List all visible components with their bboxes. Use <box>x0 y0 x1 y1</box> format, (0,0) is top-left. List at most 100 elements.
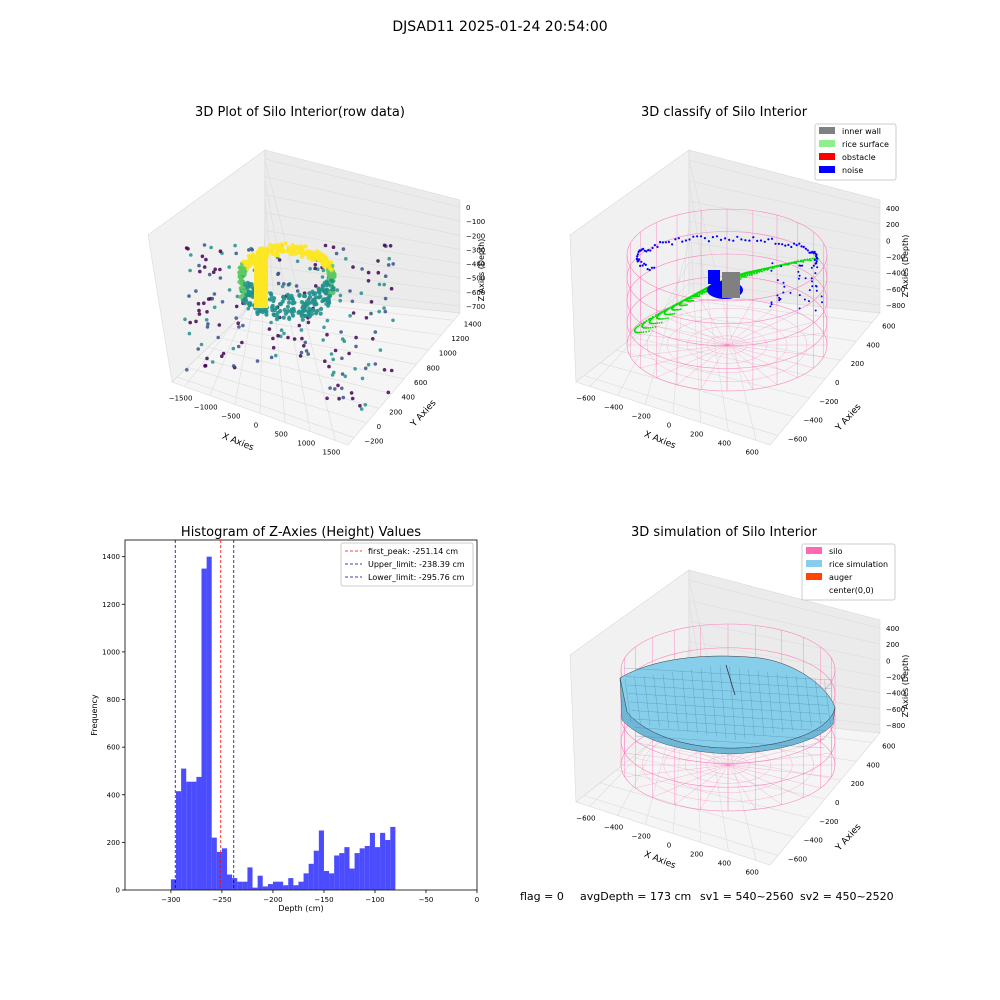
scatter-point <box>377 309 382 314</box>
noise-point <box>641 264 644 267</box>
silo-floor-spoke <box>727 764 756 810</box>
scatter-point <box>275 310 280 316</box>
rice-surface-point <box>692 299 695 302</box>
silo-floor-spoke <box>726 344 824 358</box>
grid-line <box>616 769 810 819</box>
scatter-point <box>275 250 280 255</box>
noise-point <box>656 245 659 248</box>
x-tick-label: −500 <box>221 413 240 421</box>
silo-floor-spoke <box>727 764 832 778</box>
z-tick-label: 200 <box>886 641 899 649</box>
scatter-point <box>255 359 260 363</box>
grid-line <box>264 176 461 222</box>
scatter-point <box>236 344 241 349</box>
scatter-point <box>326 298 331 303</box>
scatter-point <box>299 300 305 305</box>
scatter-point <box>280 284 285 289</box>
histogram-bar <box>211 837 217 890</box>
noise-point <box>801 264 804 267</box>
histogram-reference-lines <box>174 540 235 890</box>
x-tick-label: −100 <box>365 896 384 904</box>
noise-point <box>643 249 646 252</box>
panel-classify: 3D classify of Silo Interior −600 −400 −20… <box>569 105 910 457</box>
scatter-point <box>282 307 287 313</box>
scatter-point <box>241 323 245 328</box>
noise-point <box>759 239 763 242</box>
scatter-point <box>295 259 300 264</box>
noise-point <box>798 242 801 245</box>
scatter-point <box>235 294 240 299</box>
surface-mesh-line <box>738 667 746 739</box>
x-tick-label: −1500 <box>169 395 193 403</box>
scatter-point <box>323 359 327 364</box>
y-tick-label: −200 <box>364 438 383 446</box>
scatter-point <box>211 270 216 275</box>
silo-floor-spoke <box>674 764 729 805</box>
noise-point <box>646 268 649 271</box>
scatter-point <box>322 256 327 261</box>
legend-label: Lower_limit: -295.76 cm <box>368 573 465 582</box>
scatter-point <box>298 354 303 358</box>
rice-surface-point <box>661 311 664 314</box>
z-tick-label: −800 <box>886 302 905 310</box>
rice-surface-point <box>744 274 747 277</box>
x-tick-label: 400 <box>718 860 731 868</box>
noise-point <box>814 262 817 265</box>
noise-point <box>798 294 801 297</box>
scatter-point <box>371 337 375 341</box>
y-tick-label: 0 <box>835 379 839 387</box>
scatter-point <box>277 258 282 262</box>
rice-surface-point <box>705 290 707 293</box>
noise-point <box>671 243 674 246</box>
grid-line <box>688 200 881 241</box>
noise-point <box>692 235 695 238</box>
scatter-point <box>204 318 209 322</box>
scatter-point <box>231 364 236 368</box>
grid-line <box>688 221 881 257</box>
scatter-point <box>194 289 198 293</box>
noise-point <box>808 300 810 303</box>
scatter-point <box>363 403 368 407</box>
silo-floor-spoke <box>676 344 728 385</box>
histogram-bar <box>170 879 177 890</box>
rice-surface-point <box>652 322 655 325</box>
scatter-point <box>218 276 223 280</box>
scatter-point <box>212 305 217 310</box>
rice-surface-point <box>669 313 672 316</box>
raw-x-ticks: −1500−1000−500 0 500 1000 1500 <box>169 395 341 457</box>
scatter-point <box>386 263 391 267</box>
surface-mesh-line <box>757 670 765 736</box>
grid-line <box>264 265 461 293</box>
scatter-point <box>378 348 383 352</box>
scatter-point <box>317 254 322 259</box>
grid-line <box>688 641 881 677</box>
scatter-point <box>271 345 276 350</box>
rice-surface-point <box>758 271 761 273</box>
noise-point <box>636 255 639 258</box>
rice-surface-point <box>668 307 671 310</box>
rice-surface-point <box>644 321 647 324</box>
scatter-point <box>320 299 325 304</box>
scatter-point <box>347 351 351 356</box>
x-tick-label: −300 <box>161 896 180 904</box>
rice-surface-edge <box>619 677 836 755</box>
surface-mesh-line <box>805 677 812 728</box>
silo-floor-spoke <box>630 332 728 346</box>
noise-point <box>677 237 680 240</box>
scatter-point <box>188 320 192 325</box>
noise-point <box>719 238 723 241</box>
scatter-point <box>286 296 291 301</box>
scatter-point <box>297 323 302 328</box>
grid-line <box>672 221 690 414</box>
y-tick-label: −200 <box>819 398 838 406</box>
x-tick-label: −400 <box>604 404 623 412</box>
histogram-bar <box>283 885 289 890</box>
scatter-point <box>244 263 249 268</box>
noise-point <box>640 260 643 263</box>
scatter-point <box>373 330 378 334</box>
scatter-point <box>268 242 273 247</box>
noise-point <box>769 305 772 308</box>
scatter-point <box>240 340 244 345</box>
scatter-point <box>250 252 255 257</box>
